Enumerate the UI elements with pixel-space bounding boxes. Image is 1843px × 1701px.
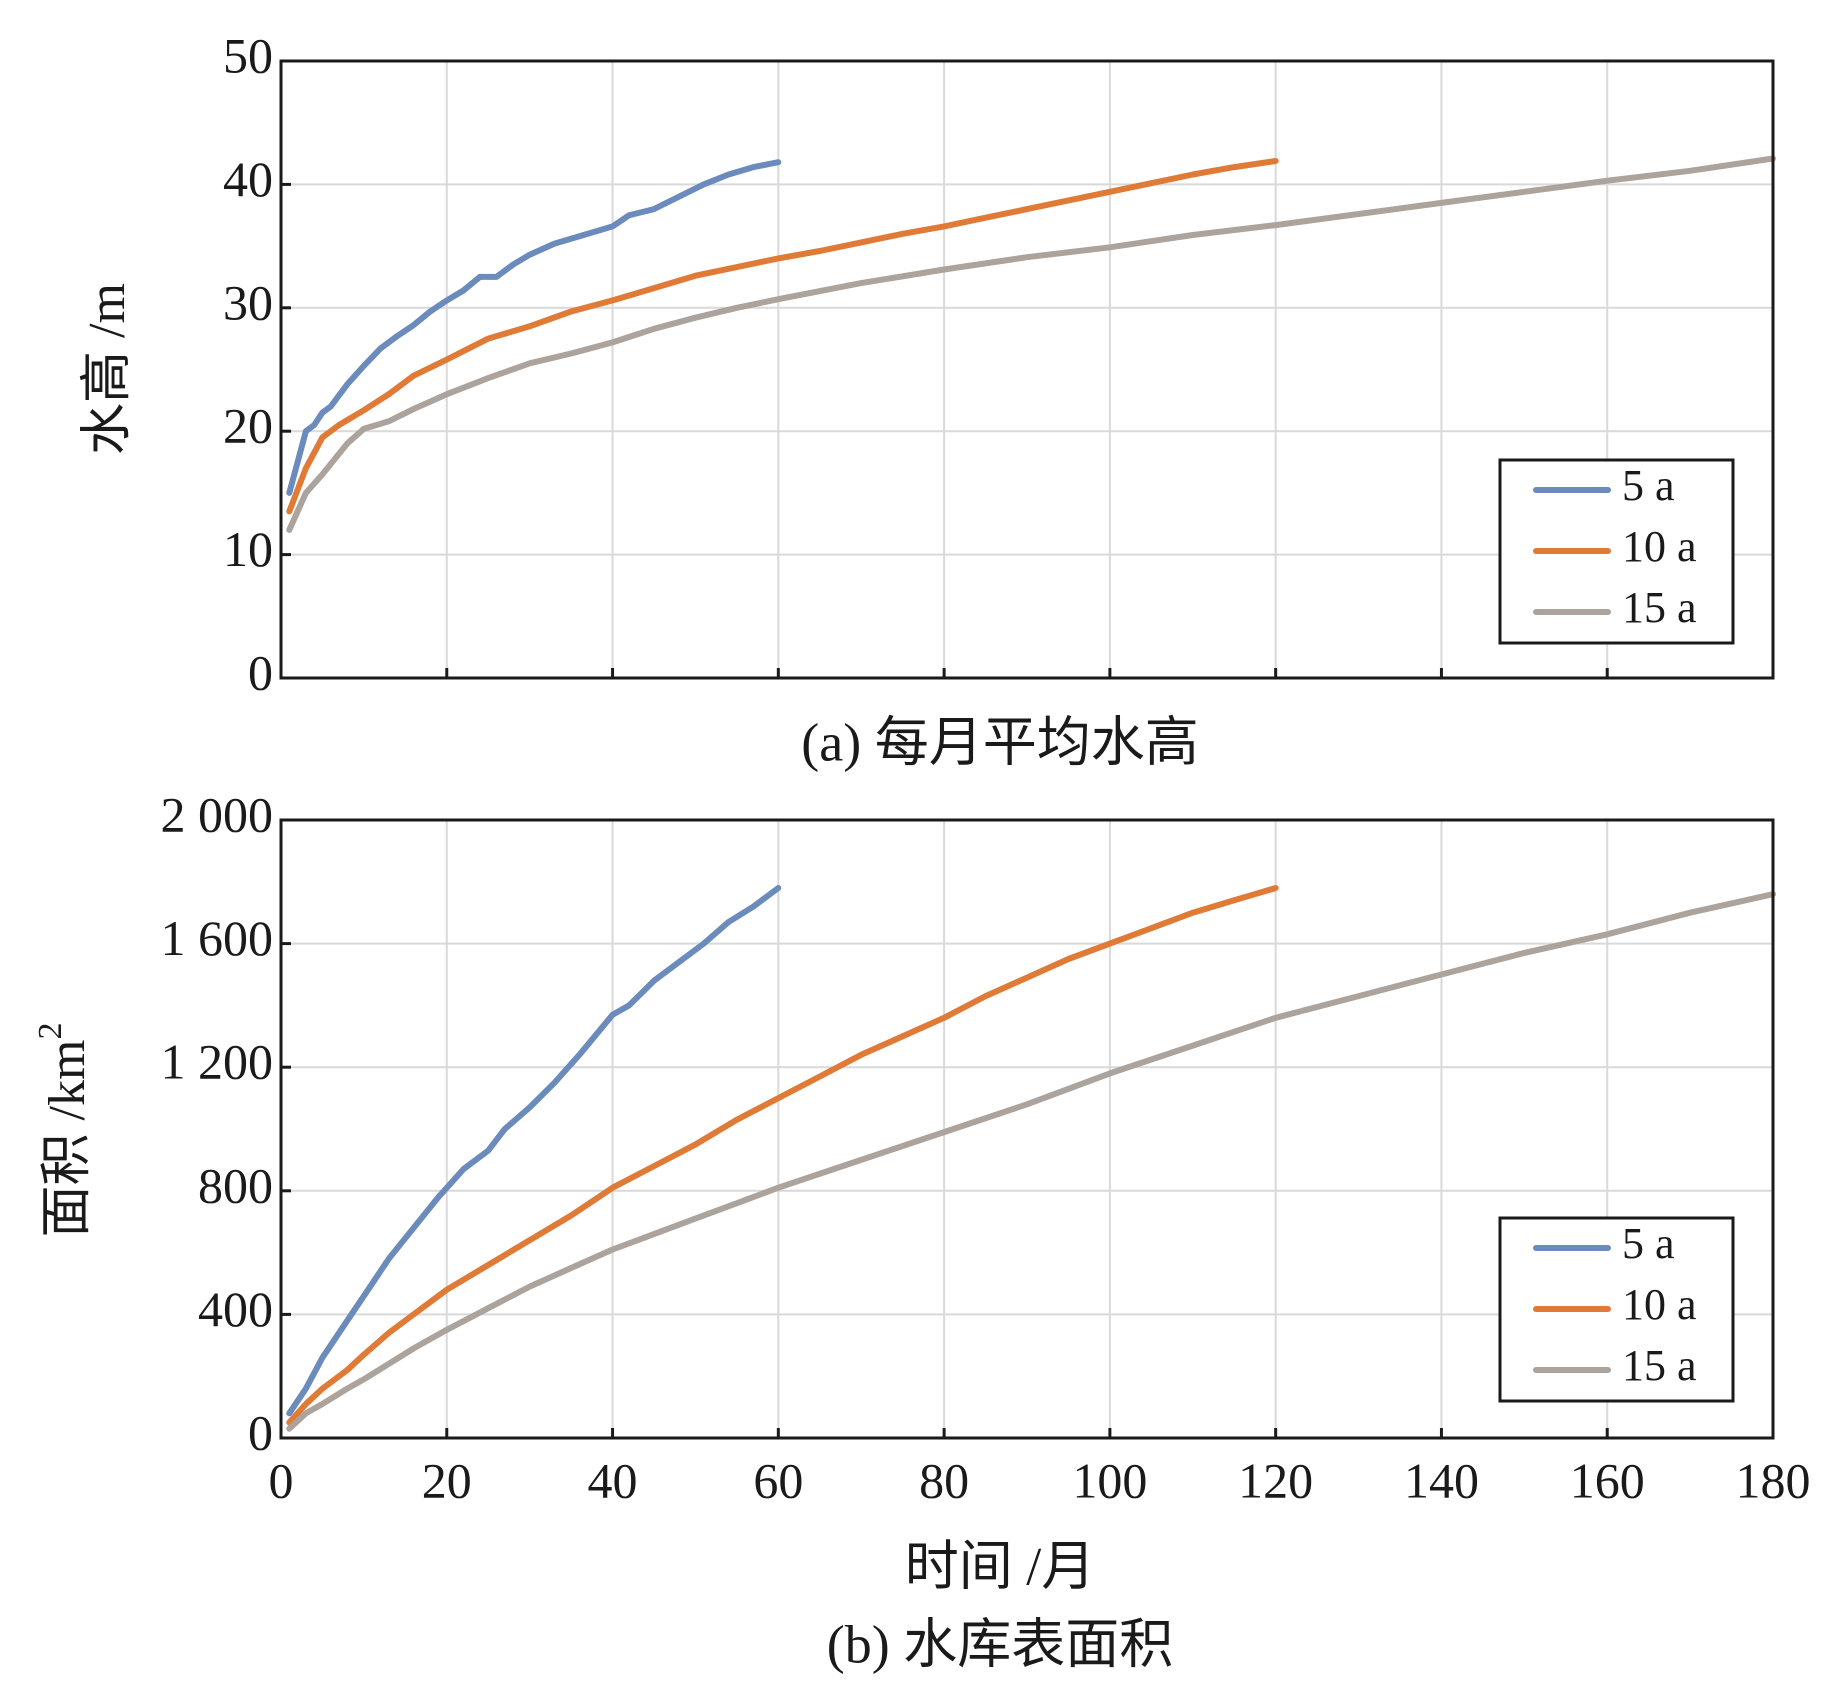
- series-line-5a: [286, 159, 782, 496]
- series-line-15a: [286, 891, 1776, 1432]
- x-axis-label-b: 时间 /月: [905, 1536, 1096, 1596]
- x-tick-label: 20: [422, 1452, 472, 1508]
- y-axis-label-b-superscript: 2: [32, 1023, 69, 1040]
- y-tick-label: 20: [223, 398, 273, 454]
- legend-label: 15 a: [1622, 583, 1697, 632]
- x-tick-label: 0: [269, 1452, 294, 1508]
- legend-b: 5 a 10 a 15 a: [1498, 1216, 1735, 1403]
- series-layer-a: [286, 155, 1776, 533]
- series-line-10a: [286, 885, 1279, 1426]
- y-axis-label-b-text: 面积 /km: [39, 1040, 96, 1238]
- caption-a: (a) 每月平均水高: [801, 712, 1198, 772]
- x-tick-label: 80: [919, 1452, 969, 1508]
- y-tick-label: 1 200: [161, 1034, 274, 1090]
- y-tick-label: 40: [223, 151, 273, 207]
- legend-label: 10 a: [1622, 522, 1697, 571]
- legend-label: 5 a: [1622, 1219, 1675, 1268]
- y-tick-label: 0: [248, 644, 273, 700]
- series-line-15a: [286, 155, 1776, 533]
- legend-label: 10 a: [1622, 1280, 1697, 1329]
- x-tick-label: 40: [588, 1452, 638, 1508]
- y-tick-label: 800: [198, 1157, 273, 1213]
- series-line-10a: [286, 158, 1279, 515]
- plot-frame-b: [279, 818, 1775, 1440]
- legend-label: 15 a: [1622, 1341, 1697, 1390]
- x-tick-label: 160: [1570, 1452, 1645, 1508]
- y-tick-label: 50: [223, 27, 273, 83]
- x-tick-label: 140: [1404, 1452, 1479, 1508]
- legend-items-b: 5 a 10 a 15 a: [1533, 1219, 1697, 1390]
- axis-ticks-b: 0 20 40 60 80 100 120 140 160 180 0 400 800 1 200 1 60…: [161, 786, 1811, 1508]
- plot-frame-a: [279, 59, 1775, 680]
- panel-b: 0 20 40 60 80 100 120 140 160 180 0 400 800 1 200 1 60…: [32, 786, 1810, 1674]
- x-tick-label: 120: [1238, 1452, 1313, 1508]
- legend-items-a: 5 a 10 a 15 a: [1533, 461, 1697, 632]
- y-axis-label-b: 面积 /km2: [32, 1023, 96, 1238]
- y-tick-label: 10: [223, 521, 273, 577]
- panel-a: 0 10 20 30 40 50 水高 /m 5 a 10 a 15 a (a) 每月平均水高: [79, 27, 1776, 772]
- x-tick-label: 60: [753, 1452, 803, 1508]
- series-line-5a: [286, 885, 782, 1417]
- axis-ticks-a: 0 10 20 30 40 50: [223, 27, 1775, 700]
- x-tick-label: 180: [1736, 1452, 1811, 1508]
- series-layer-b: [286, 885, 1776, 1432]
- y-tick-label: 0: [248, 1404, 273, 1460]
- legend-label: 5 a: [1622, 461, 1675, 510]
- y-tick-label: 30: [223, 274, 273, 330]
- caption-b: (b) 水库表面积: [827, 1614, 1173, 1674]
- y-tick-label: 2 000: [161, 786, 274, 842]
- x-tick-label: 100: [1072, 1452, 1147, 1508]
- y-tick-label: 400: [198, 1281, 273, 1337]
- y-tick-label: 1 600: [161, 910, 274, 966]
- y-axis-label-a: 水高 /m: [79, 283, 136, 455]
- legend-a: 5 a 10 a 15 a: [1498, 458, 1735, 645]
